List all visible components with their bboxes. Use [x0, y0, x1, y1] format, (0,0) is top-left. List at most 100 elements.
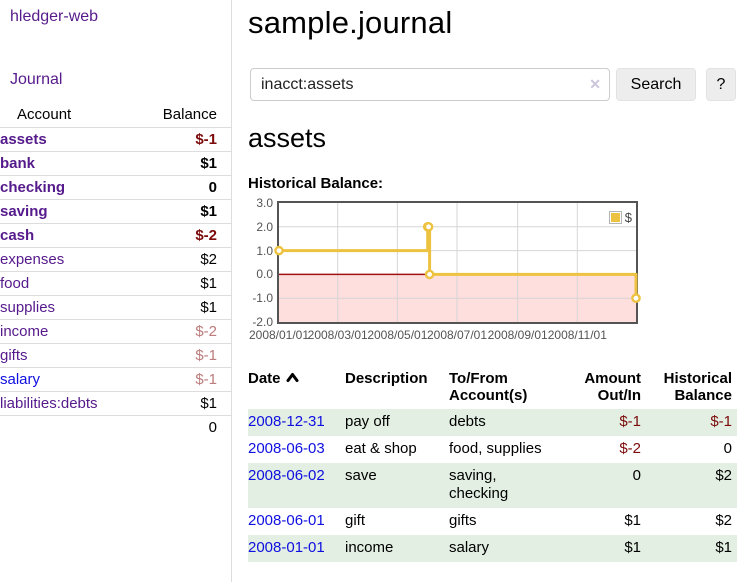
accounts-header-balance: Balance	[135, 103, 231, 128]
transaction-date-link[interactable]: 2008-06-01	[248, 512, 325, 529]
sort-asc-icon	[286, 370, 299, 387]
chart-title: Historical Balance:	[248, 175, 384, 192]
y-tick-label: 0.0	[256, 267, 273, 282]
account-balance: $-2	[135, 319, 231, 344]
transaction-balance: $2	[715, 512, 732, 529]
search-box: ✕	[250, 68, 610, 101]
x-tick-label: 2008/07/01	[426, 328, 488, 342]
register-row: 2008-06-02 save saving, checking 0 $2	[248, 462, 737, 508]
transaction-description: save	[345, 466, 377, 484]
sidebar-item-journal[interactable]: Journal	[10, 71, 63, 88]
register-header-date[interactable]: Date	[248, 367, 345, 409]
account-row: supplies $1	[0, 295, 231, 320]
accounts-total-value: 0	[135, 415, 231, 439]
transaction-description: eat & shop	[345, 439, 417, 457]
historical-balance-chart: $ 3.0 2.0 1.0 0.0 -1.0 -2.0 2008/01/01 2008/03/…	[248, 196, 742, 347]
x-tick-label: 2008/03/01	[307, 328, 368, 342]
account-balance: $1	[135, 199, 231, 224]
transaction-description: pay off	[345, 413, 390, 430]
account-row: saving $1	[0, 199, 231, 224]
account-link-liabilities-debts[interactable]: liabilities:debts	[0, 395, 98, 412]
account-balance: $-1	[135, 343, 231, 368]
help-button[interactable]: ?	[706, 68, 736, 101]
transaction-date-link[interactable]: 2008-06-02	[248, 466, 325, 484]
transaction-accounts: food, supplies	[449, 439, 542, 457]
account-row: liabilities:debts $1	[0, 391, 231, 416]
search-input[interactable]	[250, 68, 610, 101]
chart-plot-area: $	[274, 201, 641, 324]
account-link-supplies[interactable]: supplies	[0, 299, 56, 316]
account-link-food[interactable]: food	[0, 275, 30, 292]
legend-label: $	[624, 210, 632, 225]
account-balance: $1	[135, 391, 231, 416]
account-row: checking 0	[0, 175, 231, 200]
transaction-balance: $2	[715, 466, 732, 484]
data-point-marker	[423, 221, 434, 232]
account-link-expenses[interactable]: expenses	[0, 251, 65, 268]
header-label: Date	[248, 370, 281, 387]
transaction-amount: $-1	[619, 413, 641, 430]
accounts-total-row: 0	[0, 415, 231, 439]
transaction-date-link[interactable]: 2008-12-31	[248, 413, 325, 430]
account-row: gifts $-1	[0, 343, 231, 368]
data-point-marker	[274, 245, 284, 256]
x-tick-label: 2008/09/01	[487, 328, 548, 342]
transaction-accounts: debts	[449, 413, 486, 430]
register-row: 2008-06-03 eat & shop food, supplies $-2 0	[248, 436, 737, 463]
account-balance: $1	[135, 271, 231, 296]
clear-search-icon[interactable]: ✕	[589, 76, 601, 92]
account-heading: assets	[248, 123, 327, 153]
transaction-accounts: saving, checking	[449, 466, 509, 503]
register-table: Date Description To/From Account(s) Amount …	[248, 367, 737, 562]
register-row: 2008-12-31 pay off debts $-1 $-1	[248, 409, 737, 436]
header-label: To/From Account(s)	[449, 370, 528, 404]
y-tick-label: 3.0	[256, 196, 273, 210]
account-row: expenses $2	[0, 247, 231, 272]
transaction-balance: $-1	[710, 413, 732, 430]
transaction-amount: $-2	[619, 439, 641, 457]
y-tick-label: -2.0	[252, 315, 273, 329]
search-button[interactable]: Search	[616, 68, 696, 101]
register-header-description: Description	[345, 367, 449, 409]
account-row: assets $-1	[0, 127, 231, 152]
account-balance: $1	[135, 295, 231, 320]
account-link-income[interactable]: income	[0, 323, 49, 340]
account-link-bank[interactable]: bank	[0, 155, 36, 172]
y-tick-label: 1.0	[256, 243, 273, 258]
account-link-cash[interactable]: cash	[0, 227, 35, 244]
transaction-amount: 0	[632, 466, 641, 484]
account-link-salary[interactable]: salary	[0, 371, 41, 388]
transaction-balance: 0	[723, 439, 732, 457]
account-link-checking[interactable]: checking	[0, 179, 66, 196]
x-tick-label: 2008/05/01	[367, 328, 428, 342]
account-balance: 0	[135, 175, 231, 200]
account-link-saving[interactable]: saving	[0, 203, 48, 220]
accounts-table: Account Balance assets $-1 bank $1 checking 0…	[0, 103, 231, 439]
account-balance: $-1	[135, 127, 231, 152]
register-header-historical-balance: Historical Balance	[646, 367, 737, 409]
account-row: bank $1	[0, 151, 231, 176]
transaction-description: income	[345, 538, 394, 556]
account-link-gifts[interactable]: gifts	[0, 347, 28, 364]
register-header-row: Date Description To/From Account(s) Amount …	[248, 367, 737, 409]
transaction-amount: $1	[624, 512, 641, 529]
header-label: Amount Out/In	[584, 370, 641, 404]
register-header-to-from-account-s-: To/From Account(s)	[449, 367, 561, 409]
chart-legend: $	[607, 209, 633, 226]
register-row: 2008-06-01 gift gifts $1 $2	[248, 508, 737, 535]
data-point-marker	[424, 269, 435, 280]
transaction-balance: $1	[715, 538, 732, 556]
main-content: sample.journal ✕ Search ? assets Histori…	[248, 0, 742, 562]
y-tick-label: -1.0	[252, 291, 273, 306]
transaction-date-link[interactable]: 2008-06-03	[248, 439, 325, 457]
search-form: ✕ Search ?	[250, 68, 742, 101]
brand-link[interactable]: hledger-web	[10, 8, 99, 25]
transaction-date-link[interactable]: 2008-01-01	[248, 538, 325, 556]
account-balance: $2	[135, 247, 231, 272]
account-link-assets[interactable]: assets	[0, 131, 47, 148]
register-header-amount-out-in: Amount Out/In	[561, 367, 646, 409]
chart-canvas	[274, 203, 641, 322]
account-balance: $1	[135, 151, 231, 176]
accounts-header-account: Account	[0, 103, 136, 128]
account-row: income $-2	[0, 319, 231, 344]
